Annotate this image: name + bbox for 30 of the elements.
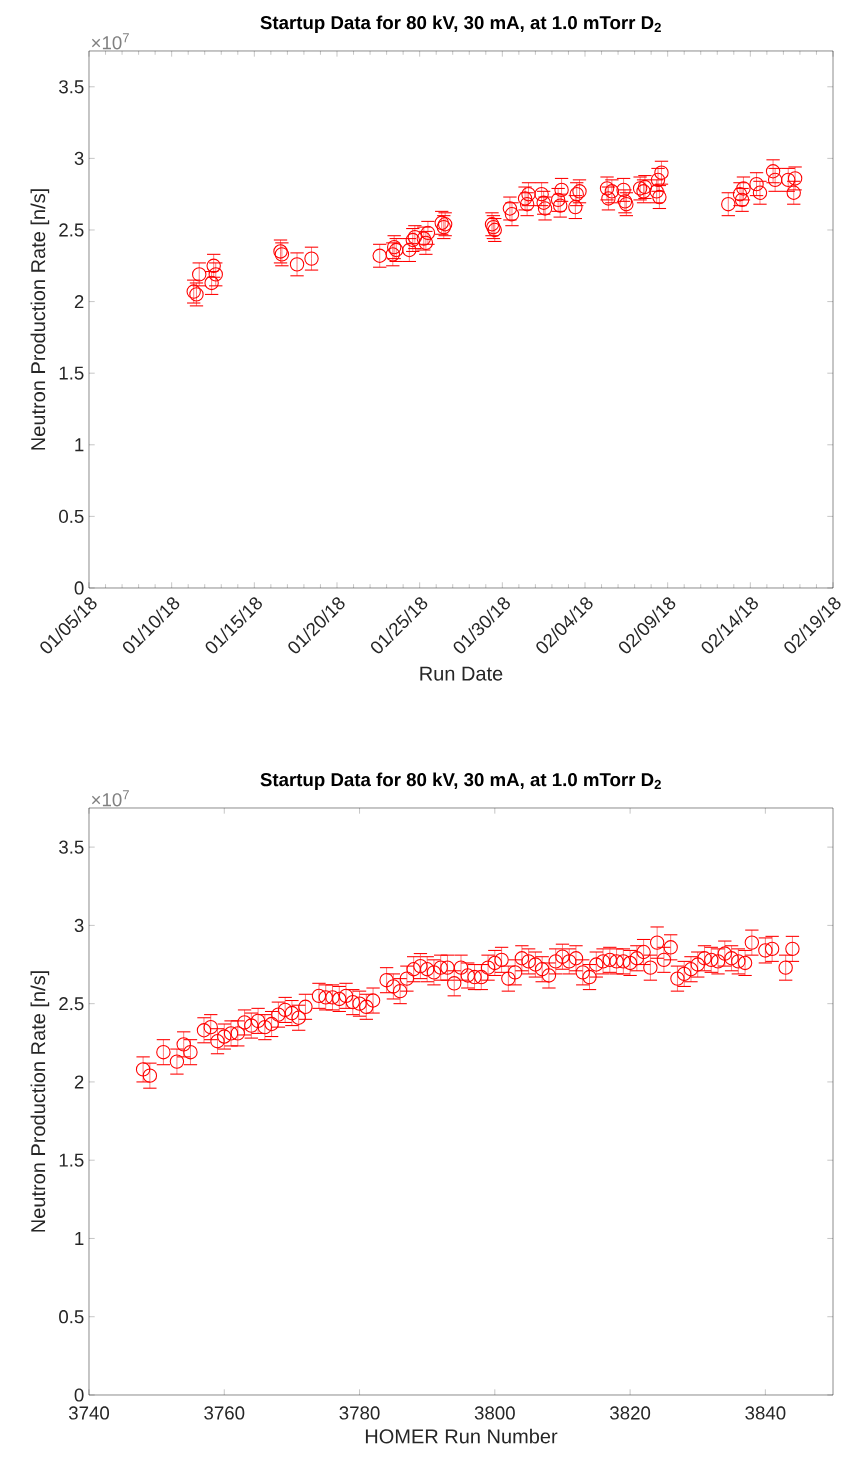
text: ×10$^{7}$ [91, 790, 129, 807]
x-tick-label: 3760 [204, 1406, 245, 1420]
x-tick-label: 3740 [68, 1406, 110, 1420]
y-tick-label: 1.5 [59, 1153, 84, 1167]
y-tick-label: 1 [75, 438, 84, 452]
y-tick-label: 0.5 [59, 509, 84, 523]
y-axis-title: Neutron Production Rate [n/s] [30, 971, 50, 1232]
y-tick-label: 2 [74, 1075, 84, 1089]
y-tick-label: 3.5 [59, 840, 84, 854]
y-tick-label: 2.5 [59, 223, 84, 237]
y-axis-title: Neutron Production Rate [n/s] [30, 189, 50, 450]
x-axis-title: Run Date [420, 666, 503, 681]
chart-title: Startup Data for 80 kV, 30 mA, at 1.0 mTorr D$_{2}$ [260, 15, 661, 33]
y-tick-label: 2.5 [59, 997, 84, 1011]
text: ×10$^{7}$ [91, 33, 129, 50]
y-tick-label: 0 [74, 581, 84, 595]
y-tick-label: 0.5 [59, 1310, 84, 1324]
x-tick-label: 3820 [610, 1406, 651, 1420]
chart-title: Startup Data for 80 kV, 30 mA, at 1.0 mTorr D$_{2}$ [260, 772, 661, 790]
y-tick-label: 3 [74, 151, 84, 165]
y-tick-label: 1 [75, 1232, 84, 1245]
x-tick-label: 3840 [745, 1406, 786, 1420]
y-tick-label: 3 [74, 918, 84, 933]
x-axis-title: HOMER Run Number [365, 1428, 558, 1444]
x-tick-label: 3800 [474, 1406, 515, 1420]
y-tick-label: 0 [74, 1388, 84, 1402]
y-tick-label: 1.5 [59, 366, 84, 380]
y-tick-label: 2 [74, 295, 84, 309]
x-tick-label: 3780 [339, 1406, 380, 1420]
y-tick-label: 3.5 [59, 80, 84, 94]
